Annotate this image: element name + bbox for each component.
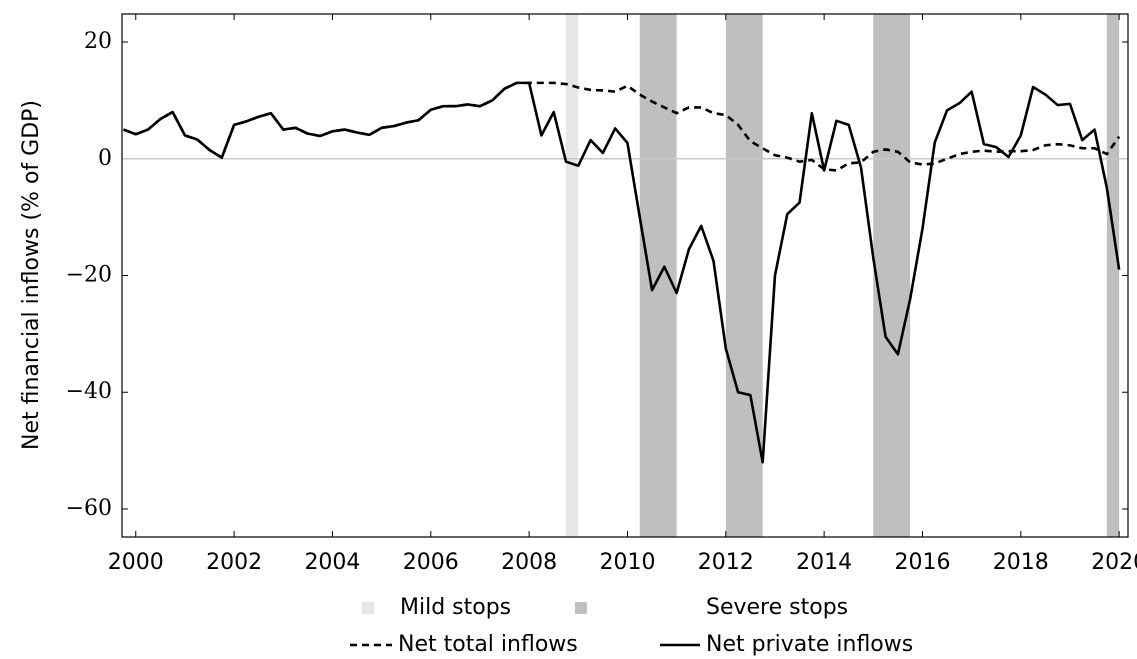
x-tick-label: 2002 <box>206 550 262 575</box>
legend-swatch <box>362 602 374 614</box>
y-tick-label: 20 <box>84 29 112 54</box>
x-tick-label: 2018 <box>993 550 1049 575</box>
x-tick-label: 2014 <box>796 550 852 575</box>
y-tick-label: 0 <box>98 146 112 171</box>
x-tick-label: 2008 <box>501 550 557 575</box>
legend-label: Mild stops <box>400 595 511 620</box>
shaded-region <box>873 14 911 537</box>
legend-label: Net total inflows <box>398 632 578 657</box>
shaded-region <box>725 14 763 537</box>
shaded-region <box>565 14 579 537</box>
x-tick-label: 2006 <box>403 550 459 575</box>
shaded-region <box>1106 14 1120 537</box>
x-tick-label: 2004 <box>304 550 360 575</box>
x-tick-label: 2012 <box>698 550 754 575</box>
y-tick-label: −60 <box>66 496 112 521</box>
x-tick-label: 2016 <box>894 550 950 575</box>
x-tick-label: 2020 <box>1091 550 1137 575</box>
legend-swatch <box>575 602 587 614</box>
x-tick-label: 2000 <box>108 550 164 575</box>
x-tick-label: 2010 <box>599 550 655 575</box>
legend-label: Severe stops <box>706 595 848 620</box>
plot-frame <box>121 13 1129 538</box>
y-tick-label: −20 <box>66 263 112 288</box>
shaded-region <box>639 14 677 537</box>
y-tick-label: −40 <box>66 379 112 404</box>
line <box>123 81 1121 464</box>
y-axis-label: Net financial inflows (% of GDP) <box>19 100 44 450</box>
line <box>123 81 1121 172</box>
legend-label: Net private inflows <box>706 632 913 657</box>
